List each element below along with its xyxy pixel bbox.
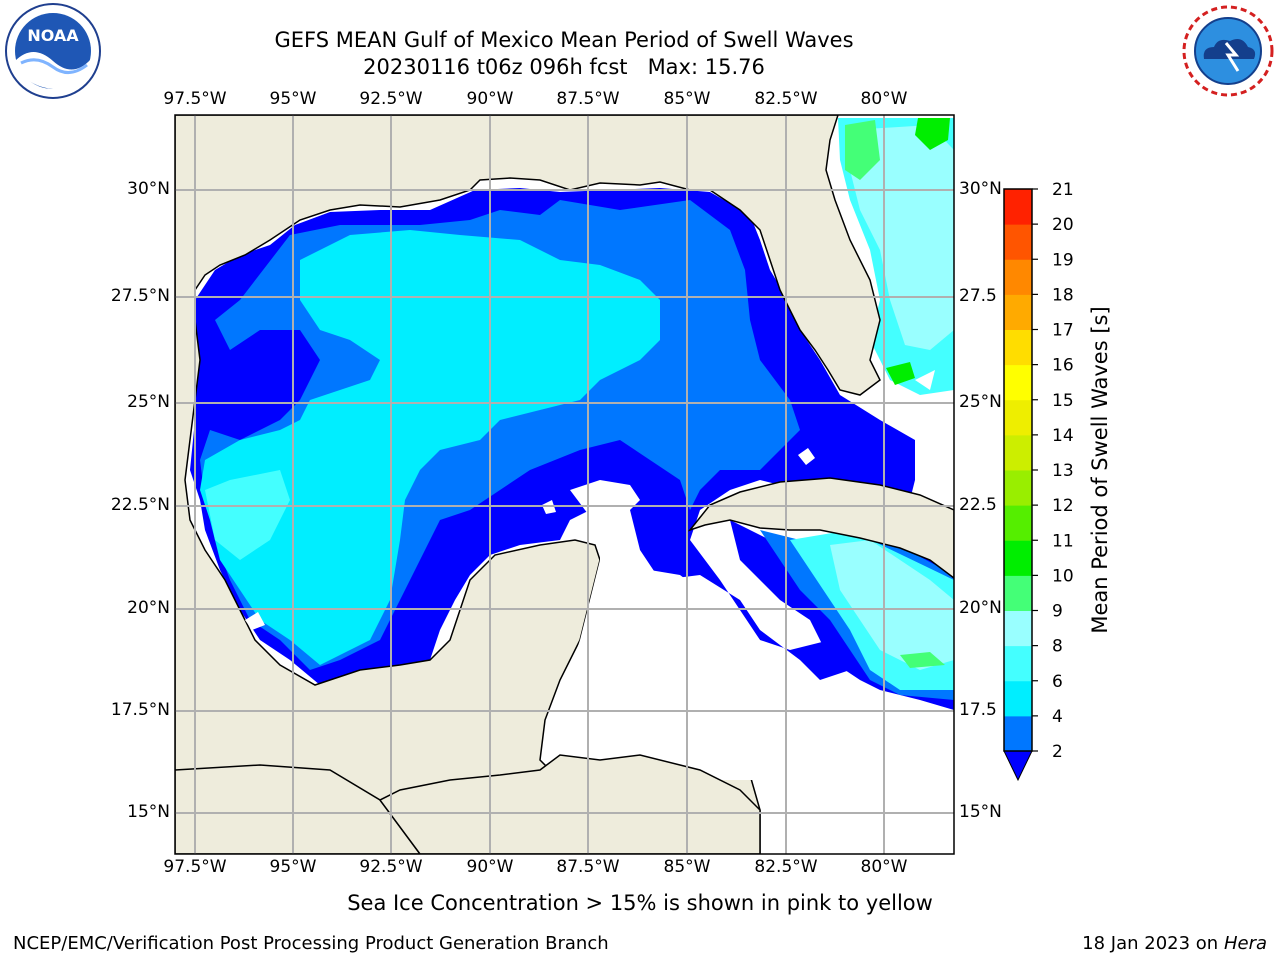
caribbean-green-patch bbox=[900, 652, 945, 668]
colorbar-cell bbox=[1004, 505, 1032, 541]
colorbar-tick-label: 13 bbox=[1052, 461, 1074, 481]
lat-label-right: 25°N bbox=[959, 392, 1002, 412]
lon-label-top: 90°W bbox=[466, 89, 514, 109]
island-patch bbox=[798, 448, 815, 465]
caribbean-light-band bbox=[830, 540, 954, 670]
colorbar-cell bbox=[1004, 715, 1032, 752]
colorbar-tick-label: 19 bbox=[1052, 250, 1074, 270]
colorbar-tick-label: 15 bbox=[1052, 391, 1074, 411]
colorbar-under-arrow bbox=[1003, 750, 1033, 782]
colorbar: 2 4 6 8 9 10 11 12 13 14 15 16 17 18 19 20 21 Mean Perio… bbox=[1003, 180, 1112, 782]
atlantic-green-patch-south bbox=[886, 362, 915, 385]
map-title: GEFS MEAN Gulf of Mexico Mean Period of … bbox=[274, 28, 854, 52]
lat-label-left: 17.5°N bbox=[110, 700, 170, 720]
lat-label-right: 17.5 bbox=[959, 700, 997, 720]
atlantic-green-patch bbox=[915, 118, 950, 150]
map-frame bbox=[174, 114, 955, 855]
island-patch bbox=[245, 612, 265, 630]
lon-label-top: 82.5°W bbox=[754, 89, 818, 109]
lat-label-left: 22.5°N bbox=[110, 495, 170, 515]
colorbar-cell bbox=[1004, 399, 1032, 436]
lat-label-right: 20°N bbox=[959, 598, 1002, 618]
colorbar-tick-label: 17 bbox=[1052, 321, 1074, 341]
lon-label-bottom: 87.5°W bbox=[556, 857, 620, 877]
lat-label-left: 20°N bbox=[127, 598, 170, 618]
nws-logo bbox=[1178, 3, 1278, 103]
colorbar-tick-label: 10 bbox=[1052, 566, 1074, 586]
atlantic-green-band bbox=[845, 120, 880, 180]
lon-label-top: 87.5°W bbox=[556, 89, 620, 109]
lat-label-left: 25°N bbox=[127, 392, 170, 412]
lon-label-bottom: 97.5°W bbox=[163, 857, 227, 877]
svg-text:NOAA: NOAA bbox=[27, 26, 79, 45]
lat-label-left: 27.5°N bbox=[110, 286, 170, 306]
lat-label-left: 30°N bbox=[127, 179, 170, 199]
lon-label-top: 85°W bbox=[663, 89, 711, 109]
white-yucatan-strait bbox=[545, 480, 760, 780]
generation-date: 18 Jan 2023 on Hera bbox=[1082, 933, 1267, 954]
sea-ice-note: Sea Ice Concentration > 15% is shown in … bbox=[347, 891, 933, 915]
colorbar-tick-label: 14 bbox=[1052, 426, 1074, 446]
lon-label-top: 80°W bbox=[860, 89, 908, 109]
colorbar-cell bbox=[1004, 364, 1032, 401]
colorbar-cell bbox=[1004, 259, 1032, 295]
lat-label-right: 27.5 bbox=[959, 286, 997, 306]
land-cuba bbox=[687, 477, 954, 579]
noaa-logo: NOAA bbox=[3, 3, 103, 103]
colorbar-cell bbox=[1004, 645, 1032, 682]
colorbar-cell bbox=[1004, 680, 1032, 717]
lat-label-left: 15°N bbox=[127, 802, 170, 822]
colorbar-cell bbox=[1004, 610, 1032, 647]
colorbar-tick-label: 11 bbox=[1052, 531, 1074, 551]
lat-label-right: 30°N bbox=[959, 179, 1002, 199]
producer-credit: NCEP/EMC/Verification Post Processing Pr… bbox=[13, 933, 609, 954]
land-central-america bbox=[378, 754, 761, 854]
colorbar-tick-label: 12 bbox=[1052, 496, 1074, 516]
colorbar-cell bbox=[1004, 470, 1032, 506]
lat-label-right: 22.5 bbox=[959, 495, 997, 515]
colorbar-label: Mean Period of Swell Waves [s] bbox=[1088, 306, 1112, 633]
lon-label-bottom: 85°W bbox=[663, 857, 711, 877]
colorbar-tick-label: 16 bbox=[1052, 356, 1074, 376]
colorbar-tick-label: 9 bbox=[1052, 602, 1063, 622]
colorbar-tick-label: 21 bbox=[1052, 180, 1074, 200]
colorbar-cell bbox=[1004, 224, 1032, 260]
forecast-subtitle: 20230116 t06z 096h fcst Max: 15.76 bbox=[363, 55, 765, 79]
cyan-band bbox=[200, 230, 660, 665]
colorbar-cell bbox=[1004, 540, 1032, 576]
atlantic-light-band bbox=[850, 125, 954, 350]
lon-label-top: 97.5°W bbox=[163, 89, 227, 109]
lon-label-bottom: 95°W bbox=[269, 857, 317, 877]
colorbar-cell bbox=[1004, 189, 1032, 225]
lon-label-top: 95°W bbox=[269, 89, 317, 109]
lon-label-bottom: 92.5°W bbox=[359, 857, 423, 877]
colorbar-cell bbox=[1004, 434, 1032, 471]
colorbar-tick-label: 20 bbox=[1052, 215, 1074, 235]
island-patch bbox=[915, 370, 935, 390]
colorbar-tick-label: 18 bbox=[1052, 285, 1074, 305]
lon-label-bottom: 82.5°W bbox=[754, 857, 818, 877]
colorbar-cell bbox=[1004, 575, 1032, 611]
colorbar-cell bbox=[1004, 329, 1032, 366]
machine-name: Hera bbox=[1223, 933, 1267, 954]
colorbar-tick-label: 2 bbox=[1052, 742, 1063, 762]
lat-label-right: 15°N bbox=[959, 802, 1002, 822]
colorbar-cell bbox=[1004, 294, 1032, 330]
lon-label-bottom: 90°W bbox=[466, 857, 514, 877]
lon-label-top: 92.5°W bbox=[359, 89, 423, 109]
colorbar-tick-label: 8 bbox=[1052, 637, 1063, 657]
colorbar-tick-label: 4 bbox=[1052, 707, 1063, 727]
graticule bbox=[175, 115, 954, 854]
lon-label-bottom: 80°W bbox=[860, 857, 908, 877]
date-text: 18 Jan 2023 on bbox=[1082, 933, 1224, 954]
colorbar-tick-label: 6 bbox=[1052, 672, 1063, 692]
cyan-patch-west bbox=[205, 470, 290, 560]
